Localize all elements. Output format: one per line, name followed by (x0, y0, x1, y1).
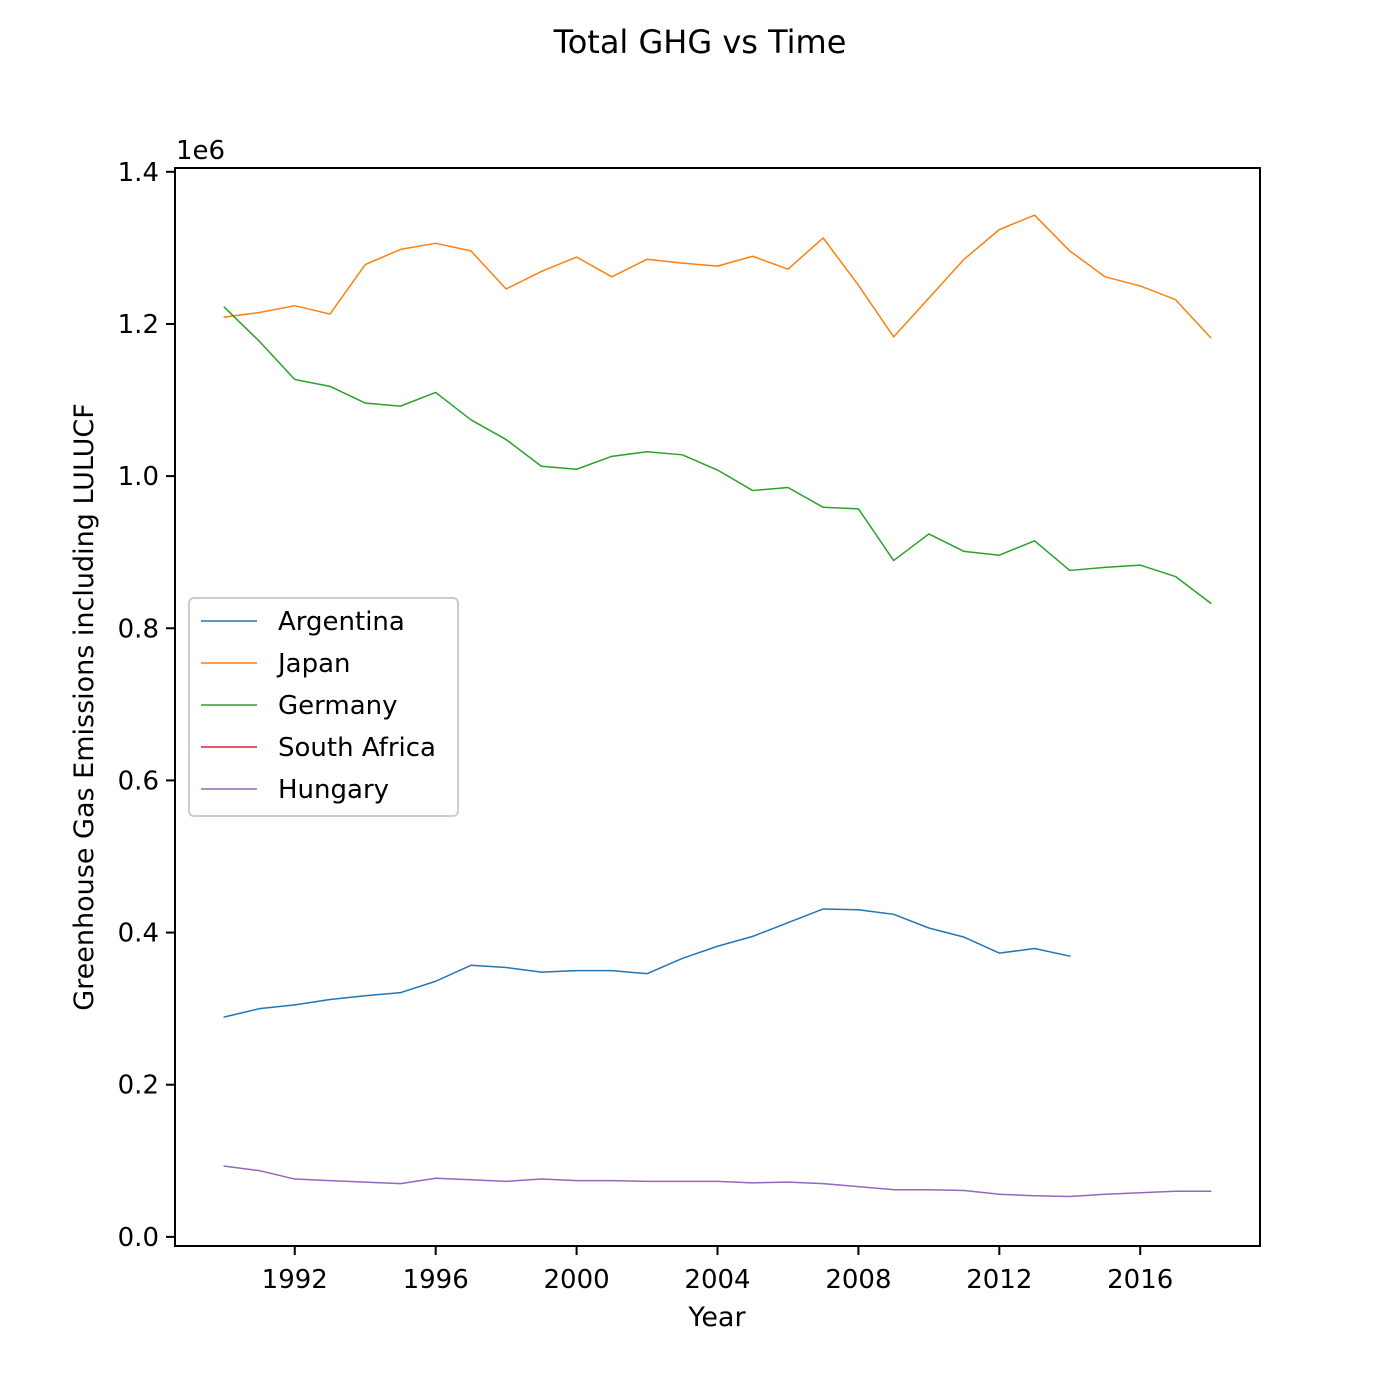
y-axis-label: Greenhouse Gas Emissions including LULUC… (69, 403, 100, 1011)
series-line-japan (223, 214, 1212, 339)
y-tick-label: 1.4 (118, 158, 159, 188)
legend: Argentina Japan Germany South Africa Hungary (188, 597, 459, 817)
legend-label-argentina: Argentina (278, 607, 405, 637)
y-tick-label: 1.2 (118, 310, 159, 340)
y-tick-label: 0.2 (118, 1071, 159, 1101)
legend-frame (188, 597, 459, 817)
x-tick-label: 1992 (262, 1265, 328, 1295)
x-axis-label: Year (687, 1302, 746, 1333)
y-tick-label: 0.0 (118, 1223, 159, 1253)
legend-label-germany: Germany (278, 691, 398, 721)
y-tick-label: 0.4 (118, 919, 159, 949)
y-offset-text: 1e6 (176, 136, 225, 166)
series-line-argentina (223, 908, 1071, 1018)
legend-label-south-africa: South Africa (278, 733, 436, 763)
series-line-germany (223, 306, 1212, 605)
x-tick-label: 2008 (825, 1265, 891, 1295)
x-tick-label: 2012 (966, 1265, 1032, 1295)
x-tick-label: 1996 (403, 1265, 469, 1295)
x-tick-label: 2004 (684, 1265, 750, 1295)
x-axis: 1992 1996 2000 2004 2008 2012 2016 (262, 1246, 1173, 1295)
y-axis: 0.0 0.2 0.4 0.6 0.8 1.0 1.2 1.4 (118, 158, 175, 1253)
y-tick-label: 0.8 (118, 614, 159, 644)
y-tick-label: 0.6 (118, 766, 159, 796)
legend-label-hungary: Hungary (278, 775, 389, 805)
x-tick-label: 2016 (1107, 1265, 1173, 1295)
y-tick-label: 1.0 (118, 462, 159, 492)
x-tick-label: 2000 (544, 1265, 610, 1295)
legend-label-japan: Japan (276, 649, 351, 679)
plot-area (223, 214, 1212, 1198)
chart-title: Total GHG vs Time (553, 23, 847, 61)
series-line-hungary (223, 1165, 1212, 1198)
